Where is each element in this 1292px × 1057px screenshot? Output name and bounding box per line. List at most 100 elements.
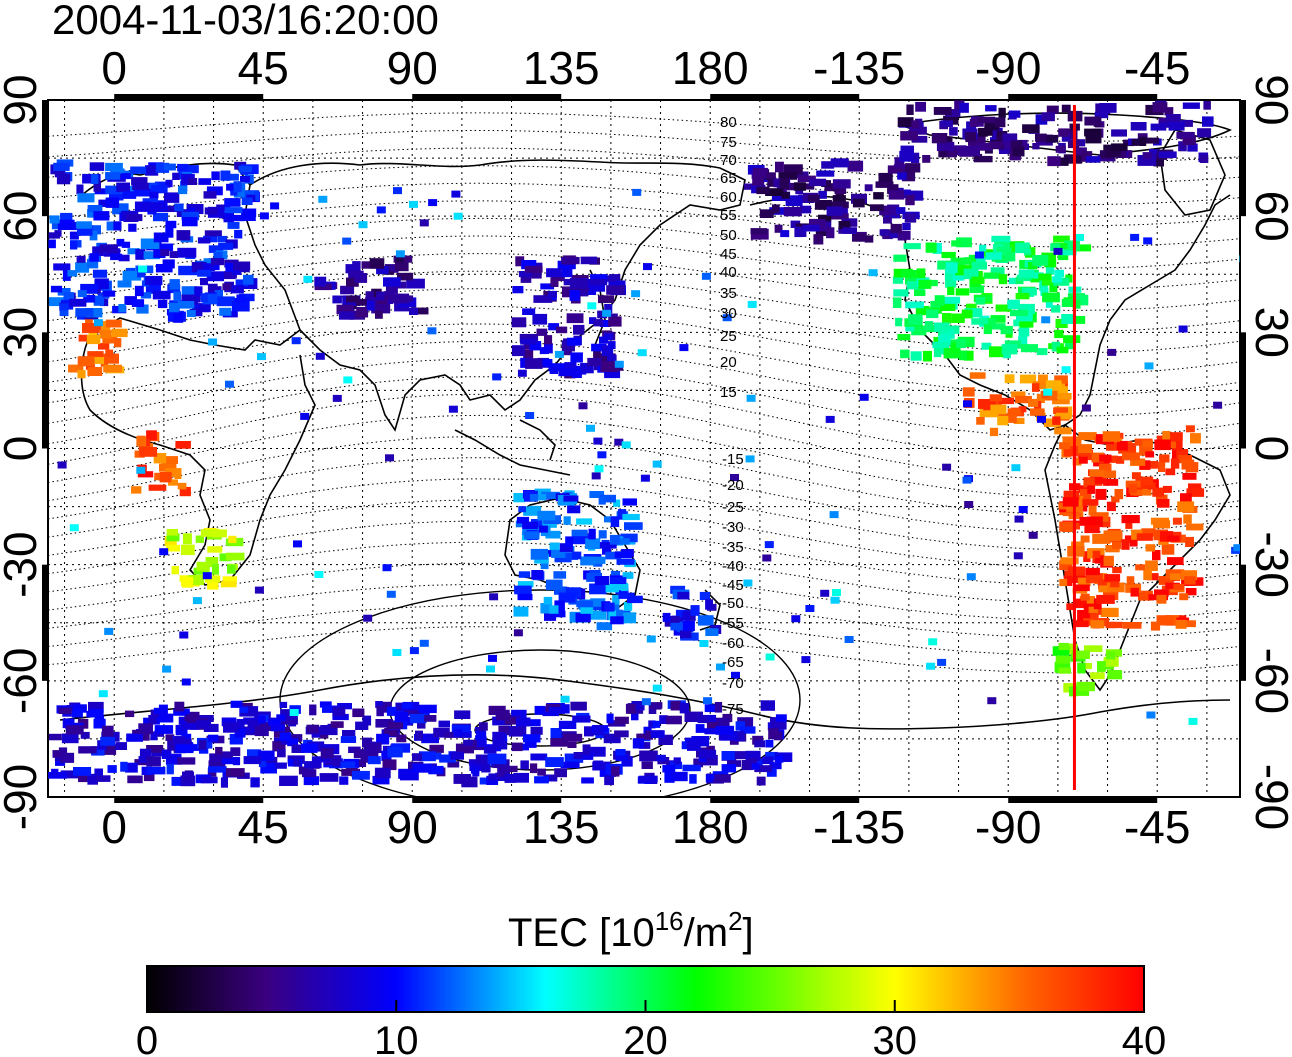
- tec-cell: [682, 611, 690, 621]
- tec-cell: [267, 718, 284, 726]
- tec-cell: [1053, 235, 1070, 243]
- tec-cell: [620, 533, 638, 543]
- tec-cell: [105, 349, 114, 358]
- tec-cell: [136, 436, 147, 447]
- tec-cell: [965, 132, 976, 142]
- tec-cell: [159, 548, 169, 556]
- tec-cell: [914, 289, 926, 296]
- tec-cell: [243, 190, 255, 198]
- tec-cell: [121, 241, 131, 248]
- tec-cell: [346, 295, 360, 303]
- tec-cell: [1036, 394, 1045, 403]
- tec-cell: [101, 731, 120, 742]
- tec-cell: [182, 533, 192, 545]
- tec-cell: [58, 707, 72, 714]
- tec-cell: [301, 743, 318, 753]
- colorbar-tick-label: 20: [623, 1019, 668, 1057]
- tec-cell: [1116, 440, 1128, 451]
- tec-cell: [238, 165, 252, 173]
- tec-cell: [682, 620, 695, 631]
- tec-cell: [143, 251, 161, 260]
- tec-cell: [906, 190, 924, 201]
- tec-cell: [1073, 444, 1092, 454]
- tec-cell: [617, 509, 627, 520]
- tec-cell: [950, 342, 959, 354]
- tec-cell: [196, 720, 212, 729]
- tec-cell: [116, 182, 130, 193]
- colorbar-label-unit: /m: [684, 911, 728, 955]
- tec-cell: [1038, 273, 1052, 280]
- tec-cell: [883, 216, 892, 224]
- contour-label: -25: [722, 499, 744, 516]
- tec-cell: [548, 706, 562, 714]
- tec-cell: [453, 774, 472, 784]
- tec-cell: [154, 725, 174, 734]
- tec-cell: [906, 104, 914, 115]
- tec-cell: [679, 344, 689, 352]
- tec-cell: [528, 505, 540, 514]
- tec-cell: [392, 649, 402, 656]
- tec-cell: [161, 749, 172, 759]
- frame-bar-top: [412, 94, 562, 100]
- tec-cell: [203, 263, 215, 272]
- tec-cell: [173, 738, 192, 745]
- tec-cell: [938, 335, 951, 346]
- tec-cell: [576, 518, 593, 525]
- tec-cell: [589, 278, 607, 286]
- tec-cell: [529, 341, 542, 351]
- tec-cell: [529, 763, 538, 774]
- tec-cell: [701, 272, 711, 280]
- tec-cell: [924, 321, 934, 331]
- magnetic-contour: [48, 562, 1240, 621]
- tec-cell: [450, 751, 464, 760]
- tec-cell: [743, 579, 753, 587]
- tec-cell: [597, 451, 607, 459]
- tec-cell: [994, 117, 1006, 128]
- tec-cell: [1045, 266, 1055, 275]
- top-tick-label: -45: [1124, 42, 1190, 94]
- tec-cell: [565, 536, 573, 547]
- tec-cell: [182, 576, 194, 588]
- tec-cell: [181, 678, 191, 686]
- top-tick-label: -135: [813, 42, 905, 94]
- tec-cell: [1081, 404, 1091, 412]
- tec-cell: [219, 553, 232, 562]
- tec-cell: [582, 752, 594, 760]
- tec-cell: [897, 334, 911, 341]
- tec-cell: [1105, 149, 1121, 157]
- magnetic-contour: [48, 605, 1240, 656]
- tec-cell: [771, 191, 791, 201]
- tec-cell: [971, 276, 985, 284]
- tec-cell: [1146, 461, 1159, 469]
- tec-cell: [832, 589, 841, 596]
- tec-cell: [381, 750, 392, 761]
- tec-cell: [650, 703, 662, 710]
- tec-cell: [343, 376, 353, 384]
- tec-cell: [433, 727, 450, 738]
- tec-cell: [1071, 650, 1090, 659]
- tec-cell: [62, 270, 71, 281]
- tec-cell: [971, 261, 987, 270]
- tec-cell: [557, 260, 576, 270]
- tec-cell: [396, 734, 407, 743]
- tec-cell: [476, 736, 487, 748]
- tec-cell: [1019, 374, 1037, 384]
- tec-cell: [746, 394, 756, 402]
- tec-cell: [342, 237, 352, 245]
- tec-cell: [670, 761, 683, 770]
- tec-cell: [664, 616, 680, 627]
- tec-cell: [1084, 525, 1100, 534]
- tec-cell: [937, 658, 947, 666]
- tec-cell: [1072, 457, 1082, 466]
- tec-cell: [978, 127, 988, 137]
- tec-cell: [171, 776, 189, 786]
- tec-cell: [704, 704, 721, 713]
- tec-cell: [225, 173, 239, 181]
- tec-cell: [159, 463, 177, 472]
- tec-cell: [1042, 292, 1060, 303]
- contour-label: -50: [722, 595, 744, 612]
- tec-cell: [604, 602, 615, 612]
- tec-cell: [1178, 455, 1193, 464]
- tec-cell: [964, 350, 974, 361]
- magnetic-contour: [48, 457, 1240, 533]
